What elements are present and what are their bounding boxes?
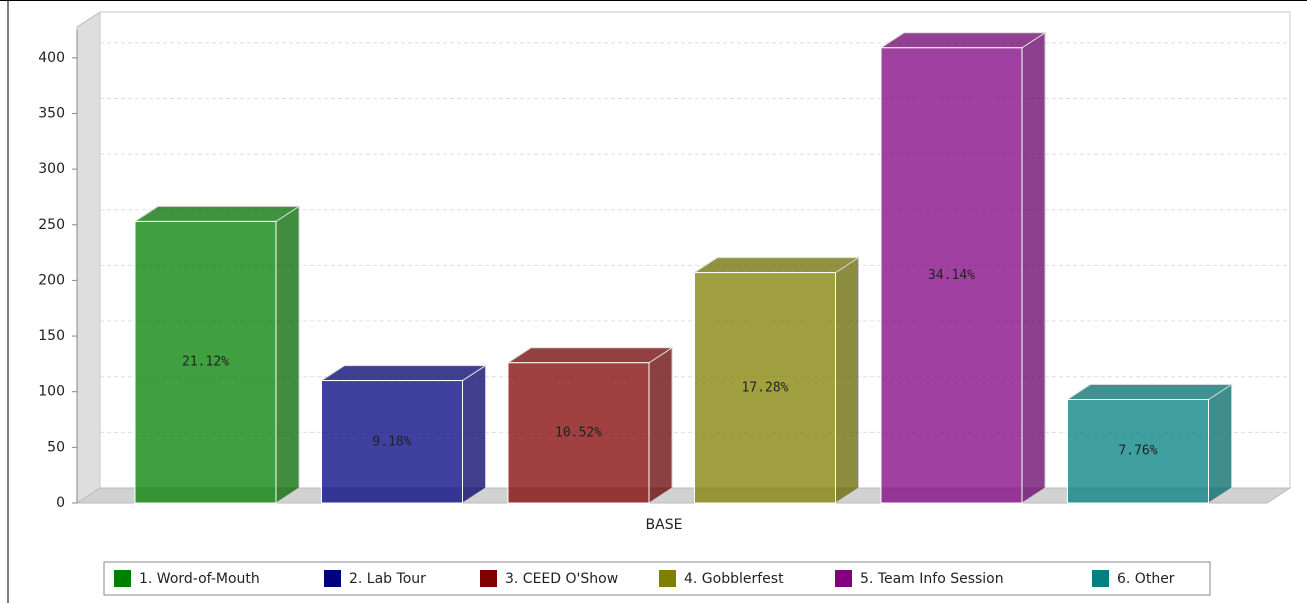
legend-swatch xyxy=(480,570,497,587)
legend xyxy=(103,561,1211,596)
legend-label: 5. Team Info Session xyxy=(860,571,1004,587)
legend-label: 6. Other xyxy=(1117,571,1175,587)
legend-swatch xyxy=(659,570,676,587)
bar xyxy=(880,47,1023,504)
bar-side xyxy=(462,364,486,504)
data-label: 21.12% xyxy=(182,355,229,370)
y-tick-label: 100 xyxy=(38,384,65,400)
legend-swatch xyxy=(1092,570,1109,587)
legend-swatch xyxy=(835,570,852,587)
legend-swatch xyxy=(114,570,131,587)
data-label: 7.76% xyxy=(1118,444,1157,459)
bar-top xyxy=(133,205,301,222)
bar-side xyxy=(275,205,300,504)
data-label: 10.52% xyxy=(555,425,602,440)
bar-top xyxy=(506,347,674,364)
bar-side xyxy=(1208,383,1232,504)
data-label: 34.14% xyxy=(928,268,975,283)
y-tick-label: 300 xyxy=(38,161,65,177)
legend-swatch xyxy=(324,570,341,587)
legend-label: 4. Gobblerfest xyxy=(684,571,784,587)
x-tick-label: BASE xyxy=(646,517,683,533)
bar xyxy=(134,220,277,504)
y-tick-label: 400 xyxy=(38,50,65,66)
side-wall xyxy=(76,11,101,504)
y-tick-label: 350 xyxy=(38,105,65,121)
bar-side xyxy=(1021,31,1046,504)
bar-top xyxy=(1065,383,1234,400)
bar-side xyxy=(835,256,859,504)
bars: 21.12% 9.18% 10.52% 17.28% 34.14% 7.76% xyxy=(133,31,1234,504)
y-tick-label: 50 xyxy=(47,439,65,455)
bar xyxy=(321,380,463,504)
bar-side xyxy=(648,346,673,504)
legend-items: 1. Word-of-Mouth 2. Lab Tour 3. CEED O'Sho… xyxy=(114,570,1175,587)
data-label: 17.28% xyxy=(742,380,789,395)
y-tick-label: 150 xyxy=(38,328,65,344)
data-label: 9.18% xyxy=(372,434,411,449)
bar-top xyxy=(692,257,861,274)
bar xyxy=(694,272,836,504)
legend-label: 1. Word-of-Mouth xyxy=(139,571,260,587)
y-tick-label: 250 xyxy=(38,217,65,233)
bar xyxy=(1067,398,1209,504)
y-tick-label: 200 xyxy=(38,272,65,288)
bar-top xyxy=(879,32,1047,49)
bar-top xyxy=(319,365,488,382)
bar xyxy=(507,362,650,504)
legend-label: 2. Lab Tour xyxy=(349,571,426,587)
y-tick-label: 0 xyxy=(56,495,65,511)
legend-label: 3. CEED O'Show xyxy=(505,571,618,587)
